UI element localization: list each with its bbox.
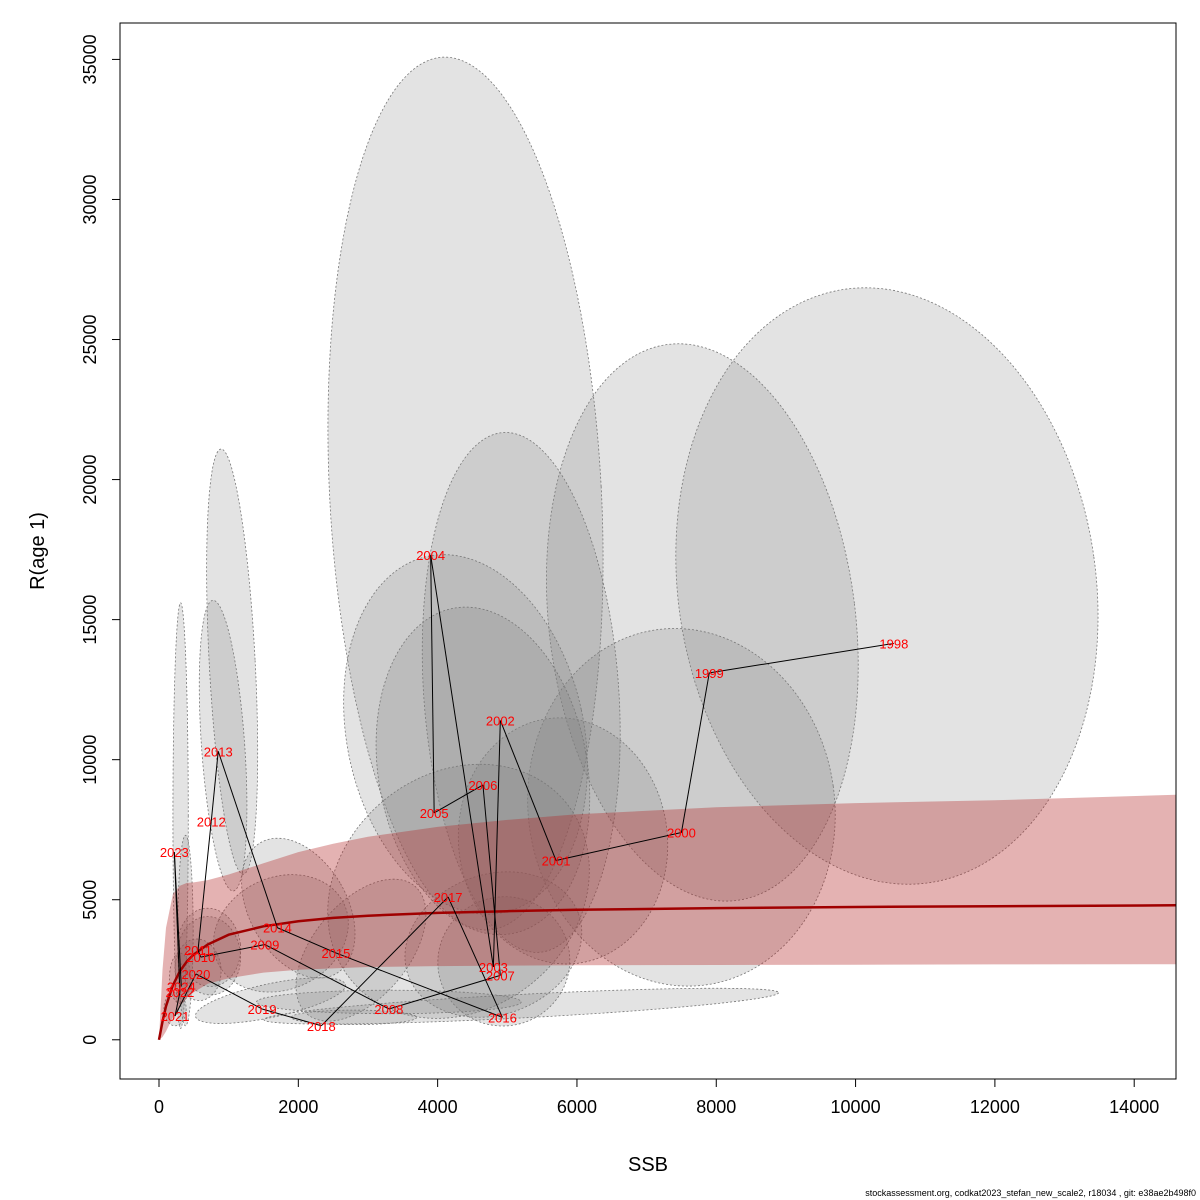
path-segment-2007-2008 bbox=[388, 974, 501, 1010]
path-segment-2011-2012 bbox=[197, 821, 212, 951]
y-tick-label-0: 0 bbox=[80, 1035, 100, 1045]
year-label-2019: 2019 bbox=[248, 1002, 277, 1017]
year-label-2013: 2013 bbox=[204, 744, 233, 759]
path-segment-2017-2018 bbox=[320, 896, 449, 1027]
year-label-1999: 1999 bbox=[695, 666, 724, 681]
year-label-2020: 2020 bbox=[181, 967, 210, 982]
confidence-ellipse-2013 bbox=[206, 448, 259, 875]
y-tick-label-5000: 5000 bbox=[80, 880, 100, 920]
year-label-1998: 1998 bbox=[879, 636, 908, 651]
year-label-2004: 2004 bbox=[416, 548, 445, 563]
path-segment-1999-2000 bbox=[680, 672, 710, 833]
path-segment-2006-2007 bbox=[482, 784, 501, 976]
path-segment-2012-2013 bbox=[210, 751, 219, 822]
path-segment-2008-2009 bbox=[264, 944, 390, 1010]
x-tick-label-14000: 14000 bbox=[1109, 1097, 1159, 1117]
path-segment-2018-2019 bbox=[261, 1008, 322, 1027]
year-label-2014: 2014 bbox=[263, 921, 292, 936]
y-axis-title: R(age 1) bbox=[27, 512, 49, 590]
x-tick-label-0: 0 bbox=[154, 1097, 164, 1117]
confidence-ellipse-2016 bbox=[263, 987, 780, 1025]
year-label-2010: 2010 bbox=[186, 950, 215, 965]
year-label-2016: 2016 bbox=[488, 1010, 517, 1025]
confidence-ellipse-2006 bbox=[375, 606, 591, 936]
confidence-ellipse-2004 bbox=[327, 56, 604, 931]
y-tick-label-25000: 25000 bbox=[80, 314, 100, 364]
year-label-2018: 2018 bbox=[307, 1019, 336, 1034]
confidence-band bbox=[159, 794, 1176, 1040]
y-tick-label-35000: 35000 bbox=[80, 34, 100, 84]
y-tick-label-10000: 10000 bbox=[80, 735, 100, 785]
x-axis: 0 2000 4000 6000 8000 10000 12000 14000 bbox=[154, 1078, 1159, 1117]
confidence-ellipse-2000 bbox=[527, 628, 836, 987]
path-segment-2014-2015 bbox=[277, 927, 337, 954]
year-label-2001: 2001 bbox=[542, 854, 571, 869]
confidence-ellipse-2001 bbox=[457, 717, 669, 965]
year-label-2000: 2000 bbox=[667, 826, 696, 841]
path-segment-2002-2003 bbox=[492, 720, 501, 967]
x-tick-label-4000: 4000 bbox=[418, 1097, 458, 1117]
year-label-2006: 2006 bbox=[468, 778, 497, 793]
path-segment-2005-2006 bbox=[433, 784, 484, 814]
year-label-2009: 2009 bbox=[250, 938, 279, 953]
year-labels: 1998 1999 2000 2001 2002 2003 2004 2005 2006 2007… bbox=[160, 548, 908, 1034]
y-axis: 0 5000 10000 15000 20000 25000 30000 35000 bbox=[80, 34, 121, 1045]
confidence-ellipse-2020 bbox=[174, 938, 222, 1001]
x-tick-label-6000: 6000 bbox=[557, 1097, 597, 1117]
y-tick-label-15000: 15000 bbox=[80, 595, 100, 645]
path-segment-1998-1999 bbox=[709, 642, 894, 674]
path-segment-2013-2014 bbox=[217, 751, 278, 928]
year-label-2011: 2011 bbox=[184, 943, 212, 958]
fit-curve bbox=[157, 904, 1176, 1041]
year-label-2012: 2012 bbox=[197, 814, 226, 829]
y-tick-label-30000: 30000 bbox=[80, 174, 100, 224]
confidence-ellipse-2008 bbox=[256, 989, 522, 1015]
x-tick-label-12000: 12000 bbox=[970, 1097, 1020, 1117]
path-segment-2003-2004 bbox=[430, 555, 494, 968]
path-segment-2015-2016 bbox=[335, 952, 503, 1018]
year-label-2024: 2024 bbox=[167, 980, 196, 995]
plot-background bbox=[120, 23, 1176, 1079]
year-path bbox=[173, 555, 894, 1027]
path-segment-2004-2005 bbox=[430, 555, 435, 813]
confidence-ellipses bbox=[163, 56, 1099, 1029]
year-label-2002: 2002 bbox=[486, 713, 515, 728]
x-axis-title: SSB bbox=[628, 1154, 668, 1176]
year-label-2005: 2005 bbox=[420, 806, 449, 821]
x-tick-label-10000: 10000 bbox=[831, 1097, 881, 1117]
plot-frame bbox=[119, 22, 1177, 1080]
path-segment-2001-2002 bbox=[499, 720, 557, 861]
x-tick-label-2000: 2000 bbox=[278, 1097, 318, 1117]
year-label-2003: 2003 bbox=[479, 960, 508, 975]
path-segment-2021-2022 bbox=[174, 992, 181, 1017]
path-segment-2010-2011 bbox=[197, 949, 202, 958]
year-label-2007: 2007 bbox=[486, 968, 515, 983]
year-label-2023: 2023 bbox=[160, 845, 189, 860]
footer-caption: stockassessment.org, codkat2023_stefan_n… bbox=[865, 1188, 1196, 1198]
path-segment-2020-2021 bbox=[174, 973, 197, 1017]
path-segment-2023-2024 bbox=[173, 852, 182, 987]
confidence-ellipse-2018 bbox=[290, 1009, 418, 1026]
confidence-ellipse-2014 bbox=[241, 837, 356, 979]
year-label-2017: 2017 bbox=[434, 890, 463, 905]
path-segment-2019-2020 bbox=[195, 973, 263, 1010]
year-label-2008: 2008 bbox=[374, 1002, 403, 1017]
confidence-ellipse-1998 bbox=[675, 287, 1099, 885]
y-tick-label-20000: 20000 bbox=[80, 455, 100, 505]
confidence-ellipse-1999 bbox=[546, 343, 859, 902]
year-label-2022: 2022 bbox=[165, 985, 194, 1000]
confidence-ellipse-2017 bbox=[327, 763, 590, 1019]
path-segment-2016-2017 bbox=[447, 896, 503, 1018]
x-tick-label-8000: 8000 bbox=[696, 1097, 736, 1117]
confidence-ellipse-2005 bbox=[343, 554, 588, 915]
path-segment-2009-2010 bbox=[200, 944, 265, 958]
path-segment-2000-2001 bbox=[555, 832, 682, 862]
fit-confidence-band bbox=[159, 794, 1176, 1040]
fit-curve-layer bbox=[157, 904, 1176, 1041]
year-label-2015: 2015 bbox=[321, 946, 350, 961]
confidence-ellipse-2003 bbox=[404, 871, 583, 1018]
confidence-ellipse-2021 bbox=[163, 991, 187, 1027]
year-label-2021: 2021 bbox=[161, 1009, 190, 1024]
